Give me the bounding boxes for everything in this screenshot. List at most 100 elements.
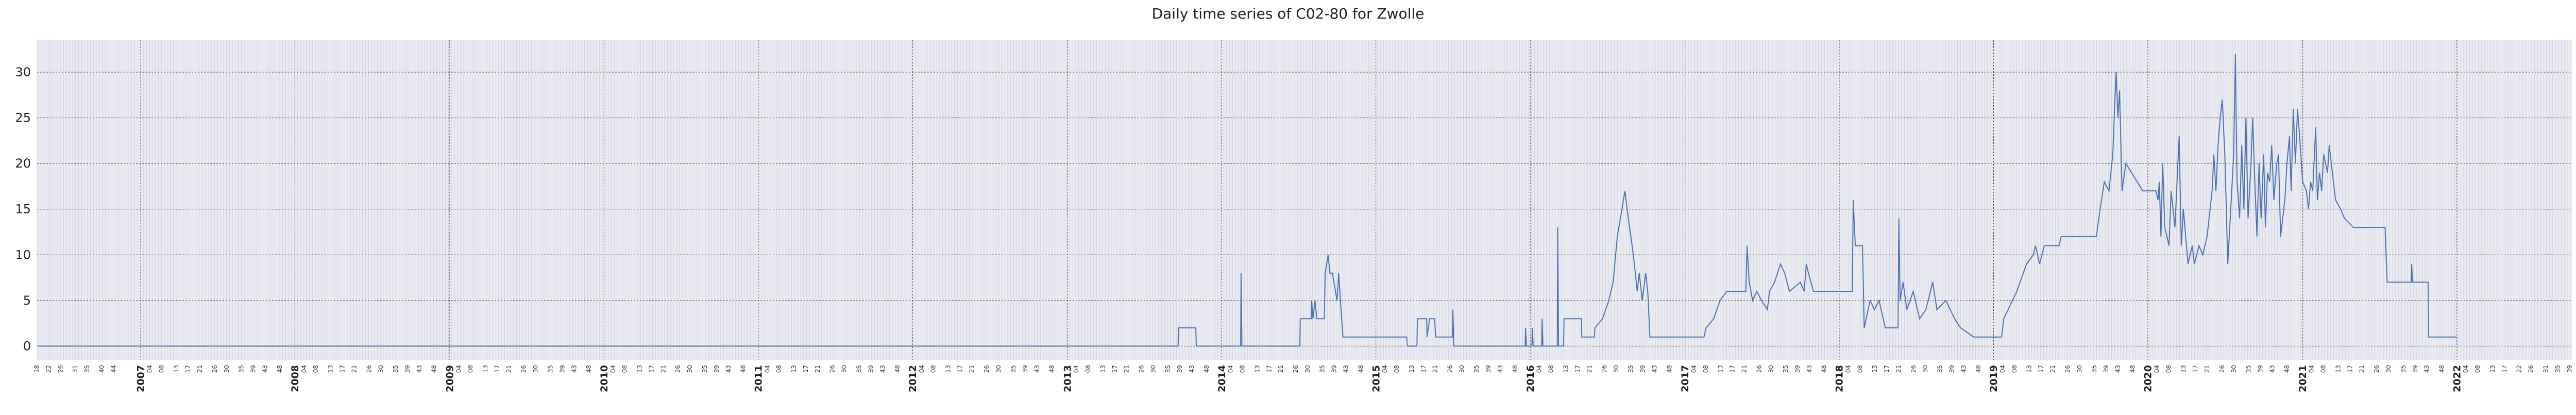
x-week-tick-label: 26 (829, 365, 836, 373)
x-week-tick-label: 04 (1073, 365, 1080, 373)
y-tick-label: 25 (15, 111, 31, 125)
x-week-tick-label: 13 (2180, 365, 2187, 373)
major-grid (37, 40, 2572, 360)
x-week-tick-label: 17 (2346, 365, 2353, 373)
x-week-tick-label: 08 (1702, 365, 1709, 373)
x-week-tick-label: 21 (505, 365, 513, 373)
x-week-tick-label: 21 (1123, 365, 1130, 373)
x-week-tick-label: 08 (1239, 365, 1246, 373)
x-week-tick-label: 35 (2245, 365, 2252, 373)
x-week-tick-label: 39 (249, 365, 257, 373)
x-week-tick-label: 21 (968, 365, 975, 373)
x-year-tick-label: 2013 (1062, 365, 1073, 392)
x-week-tick-label: 30 (841, 365, 848, 373)
x-year-tick-label: 2014 (1216, 365, 1228, 392)
x-week-tick-label: 43 (1033, 365, 1041, 373)
x-week-tick-label: 04 (455, 365, 462, 373)
x-week-tick-label: 26 (1292, 365, 1299, 373)
x-week-tick-label: 21 (2049, 365, 2057, 373)
x-week-tick-label: 08 (2165, 365, 2172, 373)
x-week-tick-label: 13 (2026, 365, 2033, 373)
y-tick-label: 15 (15, 202, 31, 217)
x-week-tick-label: 43 (1960, 365, 1967, 373)
y-axis-tick-labels: 0 5 10 15 20 25 30 (15, 65, 31, 353)
x-week-tick-label: 30 (1922, 365, 1929, 373)
x-week-tick-label: 21 (1895, 365, 1902, 373)
x-year-tick-label: 2007 (135, 365, 147, 392)
x-week-tick-label: 13 (327, 365, 334, 373)
x-week-tick-label: 43 (1651, 365, 1658, 373)
x-week-tick-label: 21 (1741, 365, 1748, 373)
x-week-tick-label: 26 (2064, 365, 2071, 373)
x-week-tick-label: 48 (1203, 365, 1210, 373)
x-week-tick-label: 04 (1690, 365, 1698, 373)
x-week-tick-label: 17 (1111, 365, 1118, 373)
x-week-tick-label: 43 (1497, 365, 1504, 373)
x-week-tick-label: 13 (1099, 365, 1107, 373)
x-week-tick-label: 17 (1265, 365, 1273, 373)
x-week-tick-label: 13 (173, 365, 180, 373)
x-week-tick-label: 30 (995, 365, 1002, 373)
x-week-tick-label: 30 (1613, 365, 1620, 373)
x-week-tick-label: 21 (2204, 365, 2211, 373)
x-week-tick-label: 39 (2257, 365, 2264, 373)
x-week-tick-label: 39 (404, 365, 411, 373)
x-week-tick-label: 21 (351, 365, 358, 373)
x-week-tick-label: 17 (184, 365, 192, 373)
x-week-tick-label: 43 (416, 365, 423, 373)
x-year-tick-label: 2019 (1988, 365, 1999, 392)
x-week-tick-label: 26 (2373, 365, 2380, 373)
x-week-tick-label: 39 (1176, 365, 1183, 373)
x-year-tick-label: 2009 (445, 365, 456, 392)
x-year-tick-label: 2018 (1834, 365, 1845, 392)
x-year-tick-label: 2016 (1525, 365, 1536, 392)
x-week-tick-label: 04 (1381, 365, 1388, 373)
x-year-tick-label: 2022 (2451, 365, 2463, 392)
x-week-tick-label: 17 (1574, 365, 1581, 373)
x-week-tick-label: 40 (98, 365, 106, 373)
x-week-tick-label: 08 (1856, 365, 1863, 373)
x-week-tick-label: 08 (1084, 365, 1092, 373)
x-week-tick-label: 04 (2462, 365, 2469, 373)
x-week-tick-label: 39 (2566, 365, 2573, 373)
x-week-tick-label: 26 (1446, 365, 1453, 373)
x-week-tick-label: 48 (585, 365, 592, 373)
x-week-tick-label: 35 (2400, 365, 2407, 373)
x-week-tick-label: 04 (146, 365, 153, 373)
y-tick-label: 10 (15, 247, 31, 262)
x-week-tick-label: 43 (1806, 365, 1813, 373)
x-week-tick-label: 48 (2438, 365, 2445, 373)
x-week-tick-label: 35 (1473, 365, 1480, 373)
x-week-tick-label: 39 (1022, 365, 1029, 373)
x-week-tick-label: 13 (1253, 365, 1261, 373)
x-week-tick-label: 08 (621, 365, 629, 373)
x-week-tick-label: 35 (1319, 365, 1326, 373)
x-week-tick-label: 48 (1666, 365, 1673, 373)
x-week-tick-label: 26 (1601, 365, 1608, 373)
x-week-tick-label: 48 (1821, 365, 1828, 373)
x-year-tick-label: 2015 (1370, 365, 1382, 392)
x-week-tick-label: 08 (775, 365, 783, 373)
x-week-tick-label: 44 (110, 365, 117, 373)
x-week-tick-label: 17 (494, 365, 501, 373)
x-week-tick-label: 17 (339, 365, 346, 373)
x-week-tick-label: 26 (520, 365, 528, 373)
plot-background (37, 40, 2572, 360)
x-week-tick-label: 48 (894, 365, 901, 373)
x-week-tick-label: 30 (2230, 365, 2238, 373)
x-week-tick-label: 04 (1536, 365, 1543, 373)
x-week-tick-label: 13 (2334, 365, 2342, 373)
x-week-tick-label: 08 (930, 365, 937, 373)
x-week-tick-label: 26 (57, 365, 64, 373)
x-week-tick-label: 04 (2308, 365, 2315, 373)
x-week-tick-label: 21 (1586, 365, 1593, 373)
x-week-tick-label: 13 (2489, 365, 2496, 373)
x-year-tick-label: 2011 (753, 365, 765, 392)
x-week-tick-label: 30 (377, 365, 384, 373)
x-week-tick-label: 17 (2501, 365, 2508, 373)
x-week-tick-label: 04 (609, 365, 617, 373)
x-week-tick-label: 13 (1871, 365, 1878, 373)
x-week-tick-label: 13 (1562, 365, 1569, 373)
x-week-tick-label: 13 (482, 365, 489, 373)
x-week-tick-label: 30 (686, 365, 693, 373)
